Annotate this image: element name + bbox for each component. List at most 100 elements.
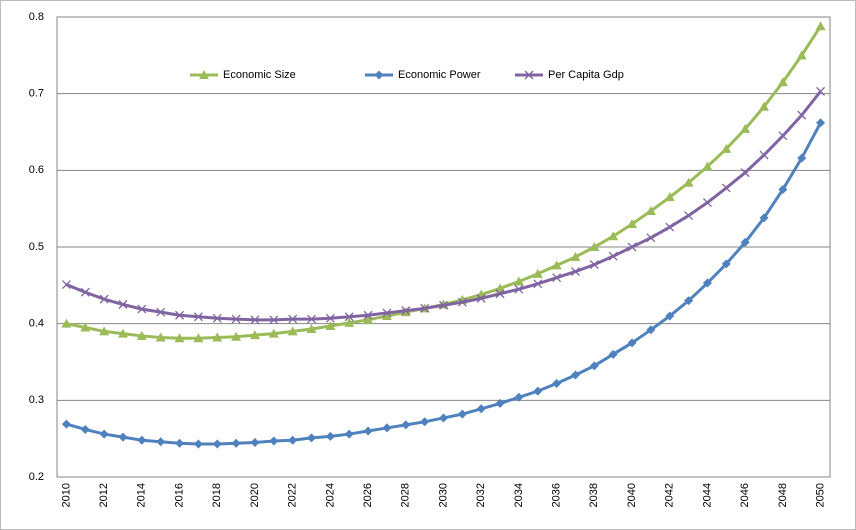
marker — [589, 260, 599, 270]
marker — [401, 306, 411, 316]
marker — [61, 318, 72, 328]
marker — [307, 314, 316, 324]
marker — [174, 333, 185, 343]
y-tick-label: 0.3 — [29, 394, 44, 406]
marker — [759, 101, 770, 111]
x-tick-label: 2044 — [701, 483, 713, 507]
x-tick-label: 2040 — [626, 483, 638, 507]
marker — [193, 312, 203, 322]
marker — [740, 168, 750, 178]
marker — [344, 312, 354, 322]
marker — [212, 332, 223, 342]
marker — [231, 331, 242, 341]
marker — [363, 314, 374, 324]
marker — [250, 315, 260, 325]
marker — [627, 242, 637, 252]
marker — [199, 70, 209, 79]
x-tick-label: 2048 — [777, 483, 789, 507]
marker — [363, 310, 373, 320]
marker — [137, 435, 147, 445]
marker — [570, 251, 581, 261]
marker — [250, 438, 260, 447]
marker — [156, 437, 166, 447]
marker — [288, 435, 298, 445]
marker — [646, 233, 656, 243]
marker — [796, 50, 807, 60]
x-tick-label: 2032 — [475, 483, 487, 507]
marker — [325, 431, 335, 441]
x-tick-label: 2014 — [136, 483, 148, 507]
marker — [665, 311, 675, 321]
legend-label: Per Capita Gdp — [548, 69, 624, 81]
marker — [476, 404, 486, 414]
marker — [721, 143, 732, 153]
marker — [702, 198, 712, 207]
marker — [684, 211, 694, 221]
marker — [721, 183, 731, 193]
marker — [61, 419, 71, 429]
marker — [721, 259, 731, 269]
marker — [627, 338, 637, 348]
marker — [193, 333, 204, 343]
marker — [457, 297, 467, 307]
plot-border — [56, 16, 831, 478]
marker — [269, 436, 279, 446]
x-tick-label: 2042 — [664, 483, 676, 507]
x-tick-label: 2030 — [437, 483, 449, 507]
x-tick-label: 2016 — [173, 483, 185, 507]
marker — [608, 231, 619, 241]
marker — [306, 324, 317, 334]
marker — [382, 308, 392, 318]
marker — [268, 328, 279, 338]
marker — [344, 317, 355, 327]
marker — [325, 320, 336, 330]
marker — [627, 219, 638, 228]
y-tick-label: 0.7 — [29, 88, 44, 100]
y-tick-label: 0.8 — [29, 11, 44, 23]
x-tick-label: 2018 — [211, 483, 223, 507]
legend-label: Economic Size — [223, 69, 296, 81]
y-tick-label: 0.4 — [29, 318, 44, 330]
x-tick-label: 2026 — [362, 483, 374, 507]
x-tick-label: 2028 — [400, 483, 412, 507]
marker — [325, 313, 335, 323]
marker — [759, 150, 769, 160]
marker — [155, 332, 166, 342]
marker — [552, 273, 562, 283]
marker — [759, 213, 769, 223]
marker — [513, 276, 524, 286]
marker — [344, 429, 354, 439]
marker — [457, 409, 467, 419]
marker — [740, 123, 751, 133]
marker — [665, 222, 675, 232]
x-tick-label: 2050 — [814, 483, 826, 507]
x-tick-label: 2022 — [287, 483, 299, 507]
marker — [136, 330, 147, 340]
x-tick-label: 2036 — [551, 483, 563, 507]
marker — [664, 192, 675, 202]
marker — [99, 326, 110, 336]
marker — [702, 161, 713, 171]
marker — [608, 349, 618, 359]
marker — [374, 70, 384, 80]
x-tick-label: 2038 — [588, 483, 600, 507]
marker — [175, 438, 185, 448]
marker — [287, 326, 298, 336]
x-tick-label: 2024 — [324, 483, 336, 507]
marker — [532, 268, 543, 278]
marker — [137, 304, 147, 314]
marker — [212, 313, 222, 323]
marker — [420, 303, 430, 313]
x-tick-label: 2020 — [249, 483, 261, 507]
marker — [740, 237, 750, 247]
marker — [514, 284, 524, 294]
x-tick-label: 2034 — [513, 483, 525, 507]
marker — [495, 283, 506, 293]
marker — [533, 386, 543, 396]
marker — [117, 328, 128, 338]
x-tick-label: 2010 — [60, 483, 72, 507]
marker — [797, 110, 807, 120]
marker — [816, 118, 826, 128]
